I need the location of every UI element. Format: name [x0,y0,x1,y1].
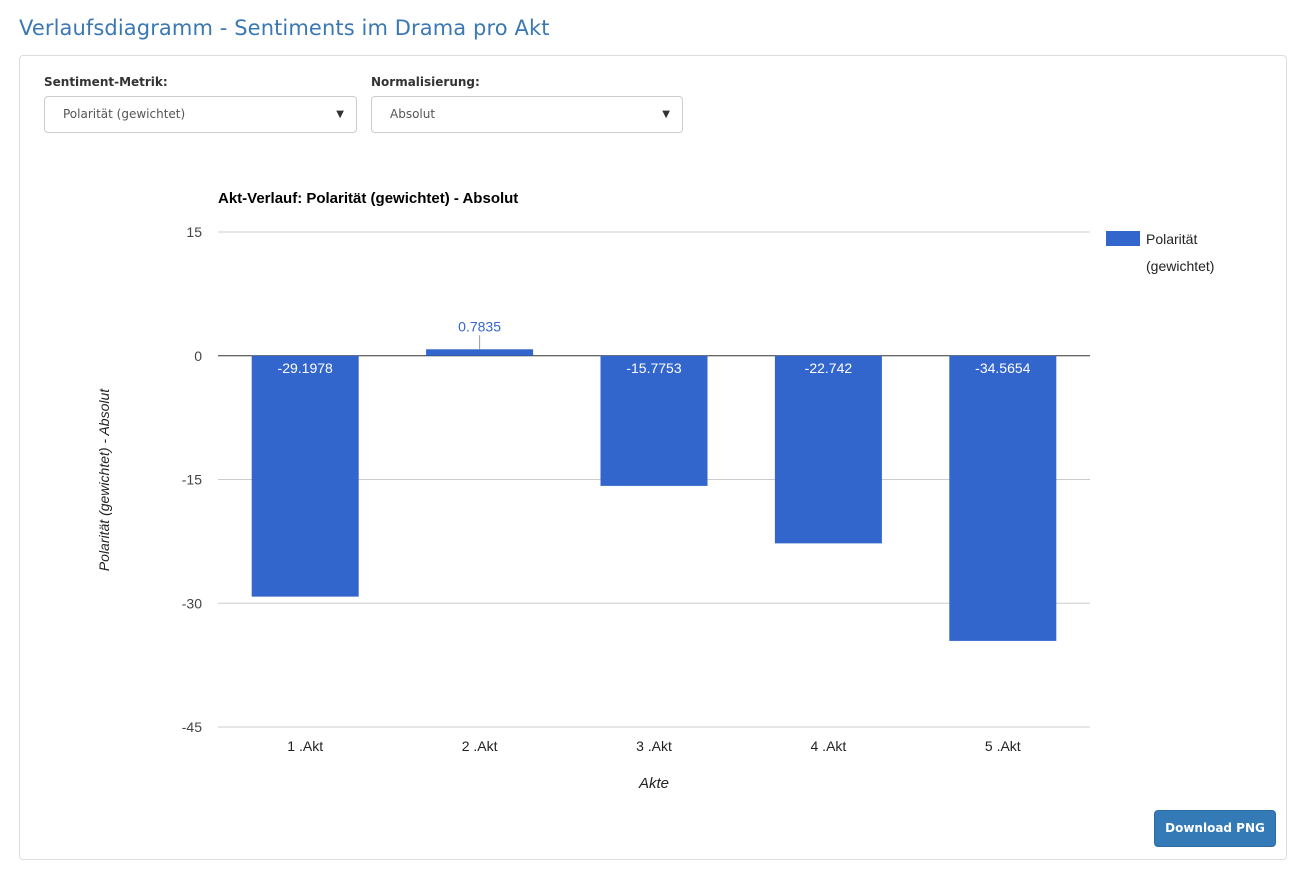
x-tick-label: 3 .Akt [636,738,672,754]
x-axis-title: Akte [638,775,669,792]
metric-select-value: Polarität (gewichtet) [63,107,186,121]
data-label: -22.742 [805,360,853,376]
data-label: 0.7835 [458,318,501,334]
y-tick-label: -15 [182,472,202,488]
legend-label-line-1: Polarität [1146,231,1197,247]
x-tick-label: 5 .Akt [985,738,1021,754]
download-png-button[interactable]: Download PNG [1154,810,1276,847]
data-label: -15.7753 [626,360,681,376]
chart-legend: Polarität (gewichtet) [1106,231,1214,274]
x-tick-label: 2 .Akt [462,738,498,754]
bar[interactable] [426,349,534,356]
bar[interactable] [251,355,359,597]
y-tick-label: -30 [182,595,202,611]
x-tick-label: 1 .Akt [287,738,323,754]
chart-title: Akt-Verlauf: Polarität (gewichtet) - Abs… [218,190,518,207]
chevron-down-icon: ▼ [336,109,344,120]
normalization-select-value: Absolut [390,107,436,121]
chevron-down-icon: ▼ [662,109,670,120]
y-tick-label: -45 [182,719,202,735]
data-label: -29.1978 [278,360,333,376]
legend-label: Polarität (gewichtet) [1146,231,1214,274]
normalization-label: Normalisierung: [371,75,480,89]
bar[interactable] [774,355,882,544]
y-tick-label: 15 [186,224,202,240]
x-tick-label: 4 .Akt [811,738,847,754]
bar[interactable] [600,355,708,486]
normalization-select[interactable]: Absolut ▼ [371,96,683,133]
bar[interactable] [949,355,1057,641]
legend-label-line-2: (gewichtet) [1146,258,1214,274]
data-label: -34.5654 [975,360,1030,376]
page-title: Verlaufsdiagramm - Sentiments im Drama p… [19,16,550,40]
metric-select[interactable]: Polarität (gewichtet) ▼ [44,96,357,133]
metric-label: Sentiment-Metrik: [44,75,168,89]
y-axis-title: Polarität (gewichtet) - Absolut [96,388,112,571]
legend-swatch [1106,231,1140,246]
y-tick-label: 0 [194,348,202,364]
